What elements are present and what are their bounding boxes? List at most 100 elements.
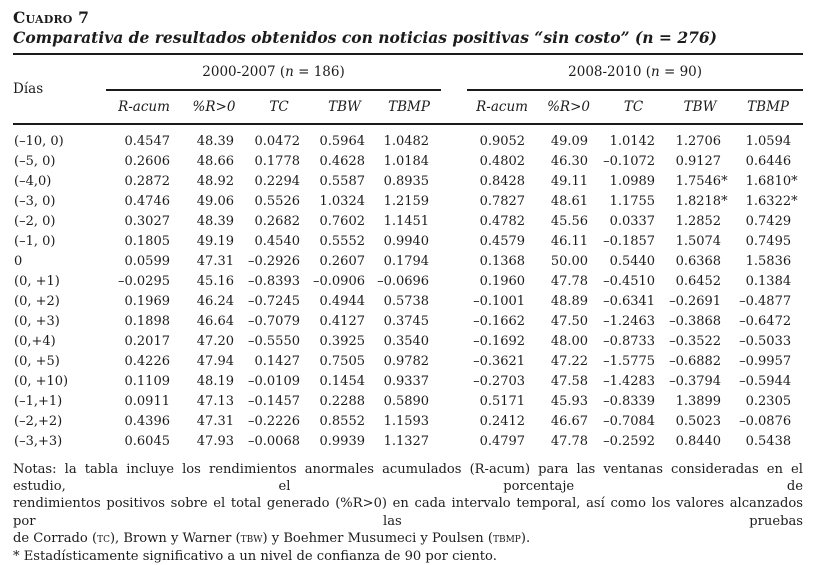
value-cell: –0.2926: [248, 254, 300, 270]
value-cell: 45.56: [550, 214, 589, 230]
value-cell: –0.1857: [603, 234, 656, 250]
value-cell: 0.4746: [124, 194, 171, 210]
n-symbol: n: [285, 63, 294, 80]
table-row: (–1, 0) 0.1805 49.19 0.4540 0.5552 0.9940 0.45…: [13, 232, 803, 252]
value-cell: 0.4782: [479, 214, 526, 230]
dias-cell: (0, +10): [14, 374, 69, 390]
value-cell: 1.6810*: [745, 174, 798, 190]
group-header-2000-2007: 2000-2007 (n = 186): [106, 54, 442, 91]
value-cell: 0.4628: [319, 154, 366, 170]
value-cell: 1.0989: [609, 174, 656, 190]
value-cell: –0.2226: [248, 414, 300, 430]
value-cell: 0.4540: [254, 234, 301, 250]
value-cell: 48.00: [550, 334, 589, 350]
value-cell: 48.66: [196, 154, 234, 170]
value-cell: 0.8428: [479, 174, 526, 190]
value-cell: –0.8393: [248, 274, 300, 290]
value-cell: 0.0599: [124, 254, 171, 270]
value-cell: 47.93: [196, 434, 234, 450]
title-rule: [13, 52, 803, 55]
dias-cell: (0, +2): [14, 294, 60, 310]
value-cell: –0.4877: [739, 294, 792, 310]
dias-cell: (–3, 0): [14, 194, 56, 210]
value-cell: 47.78: [550, 274, 589, 290]
dias-cell: (–2, 0): [14, 214, 56, 230]
value-cell: –0.1662: [473, 314, 526, 330]
value-cell: 48.92: [196, 174, 234, 190]
value-cell: 49.19: [196, 234, 234, 250]
table-row: (–10, 0) 0.4547 48.39 0.0472 0.5964 1.0482 0.9…: [13, 124, 803, 152]
value-cell: 49.09: [550, 134, 589, 150]
table-row: (0, +2) 0.1969 46.24 –0.7245 0.4944 0.5738 –0.…: [13, 292, 803, 312]
value-cell: 0.1898: [124, 314, 171, 330]
value-cell: 0.8552: [319, 414, 366, 430]
value-cell: 0.5587: [319, 174, 366, 190]
tbw-abbrev: tbw: [240, 531, 263, 547]
value-cell: 0.5890: [383, 394, 430, 410]
value-cell: 0.5440: [609, 254, 656, 270]
value-cell: –0.6882: [669, 354, 722, 370]
value-cell: –0.1001: [473, 294, 526, 310]
value-cell: 0.0337: [609, 214, 656, 230]
group-gap-cell: [441, 192, 467, 212]
value-cell: –0.5550: [248, 334, 300, 350]
value-cell: 0.2294: [254, 174, 301, 190]
results-table: Días 2000-2007 (n = 186) 2008-2010 (n = …: [13, 54, 804, 452]
group-gap-cell: [441, 272, 467, 292]
value-cell: 0.1969: [124, 294, 171, 310]
value-cell: –0.5033: [739, 334, 792, 350]
value-cell: 1.1755: [609, 194, 656, 210]
group-gap-cell: [441, 232, 467, 252]
value-cell: –0.6341: [603, 294, 656, 310]
value-cell: –0.0906: [313, 274, 365, 290]
value-cell: 0.1794: [383, 254, 430, 270]
value-cell: –0.6472: [739, 314, 792, 330]
tbmp-abbrev: tbmp: [492, 531, 521, 547]
col-header-pctr-left: %R>0: [182, 89, 246, 125]
value-cell: –0.8733: [603, 334, 656, 350]
value-cell: 48.61: [550, 194, 589, 210]
value-cell: 1.0324: [319, 194, 366, 210]
value-cell: 0.6045: [124, 434, 171, 450]
value-cell: 47.94: [196, 354, 234, 370]
value-cell: –0.3522: [669, 334, 722, 350]
dias-cell: (–1,+1): [14, 394, 63, 410]
value-cell: –0.2592: [603, 434, 656, 450]
value-cell: 0.4127: [319, 314, 366, 330]
group-gap-cell: [441, 352, 467, 372]
dias-cell: (–2,+2): [14, 414, 63, 430]
table-row: (–3,+3) 0.6045 47.93 –0.0068 0.9939 1.1327 0.4…: [13, 432, 803, 452]
value-cell: 0.1427: [254, 354, 301, 370]
group-gap-cell: [441, 412, 467, 432]
group-gap-cell: [441, 292, 467, 312]
value-cell: 0.9052: [479, 134, 526, 150]
value-cell: –1.2463: [603, 314, 656, 330]
value-cell: –0.8339: [603, 394, 656, 410]
group-gap-cell: [441, 172, 467, 192]
value-cell: 45.93: [550, 394, 589, 410]
value-cell: 0.2305: [745, 394, 792, 410]
group-gap: [441, 54, 468, 125]
col-header-tbmp-left: TBMP: [377, 89, 442, 125]
value-cell: 0.5738: [383, 294, 430, 310]
value-cell: 0.4802: [479, 154, 526, 170]
value-cell: 0.7827: [479, 194, 526, 210]
col-header-tc-left: TC: [246, 89, 312, 125]
value-cell: 0.4944: [319, 294, 366, 310]
value-cell: 0.2606: [124, 154, 171, 170]
value-cell: 47.50: [550, 314, 589, 330]
value-cell: 0.7429: [745, 214, 792, 230]
value-cell: 45.16: [196, 274, 234, 290]
value-cell: 0.5526: [254, 194, 301, 210]
value-cell: –0.2703: [473, 374, 526, 390]
value-cell: 47.31: [196, 414, 234, 430]
value-cell: –0.0109: [248, 374, 300, 390]
group-gap-cell: [441, 372, 467, 392]
table-row: (0, +10) 0.1109 48.19 –0.0109 0.1454 0.9337 –0…: [13, 372, 803, 392]
value-cell: 0.1384: [745, 274, 792, 290]
tc-abbrev: tc: [97, 531, 110, 547]
value-cell: 1.0142: [609, 134, 656, 150]
table-row: (–2,+2) 0.4396 47.31 –0.2226 0.8552 1.1593 0.2…: [13, 412, 803, 432]
table-row: (0,+4) 0.2017 47.20 –0.5550 0.3925 0.3540 –0.1…: [13, 332, 803, 352]
value-cell: 0.1454: [319, 374, 366, 390]
